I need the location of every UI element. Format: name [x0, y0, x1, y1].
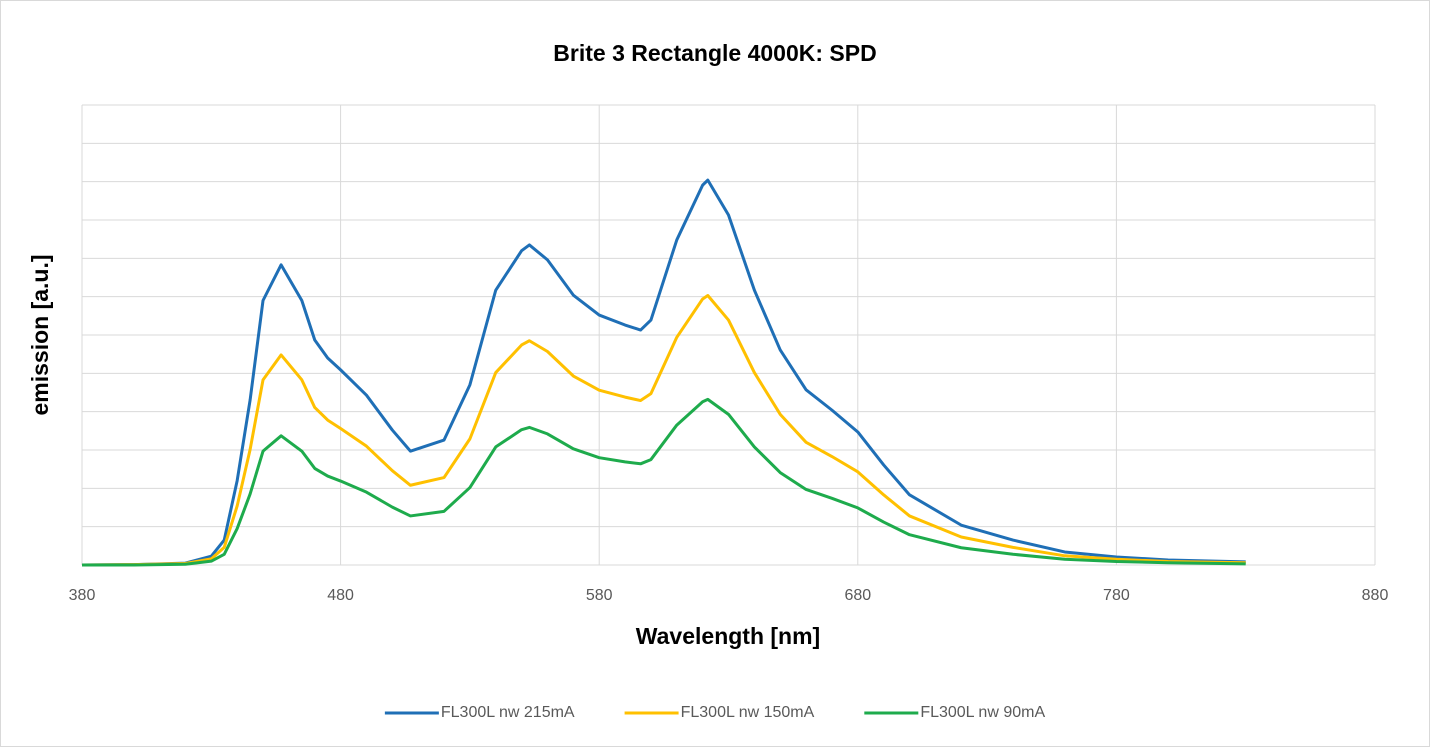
x-tick-label: 880: [1362, 587, 1389, 604]
series-line: [81, 178, 1246, 567]
legend-label: FL300L nw 215mA: [441, 704, 575, 721]
x-tick-label: 380: [69, 587, 96, 604]
y-axis-label: emission [a.u.]: [27, 254, 53, 415]
x-tick-label: 580: [586, 587, 613, 604]
x-tick-label: 780: [1103, 587, 1130, 604]
chart-title: Brite 3 Rectangle 4000K: SPD: [553, 40, 876, 66]
x-tick-label: 680: [844, 587, 871, 604]
series-line: [81, 294, 1246, 567]
x-axis-label: Wavelength [nm]: [636, 623, 820, 649]
series-line: [82, 397, 1246, 567]
legend-label: FL300L nw 90mA: [920, 704, 1045, 721]
legend-label: FL300L nw 150mA: [681, 704, 815, 721]
x-tick-label: 480: [327, 587, 354, 604]
